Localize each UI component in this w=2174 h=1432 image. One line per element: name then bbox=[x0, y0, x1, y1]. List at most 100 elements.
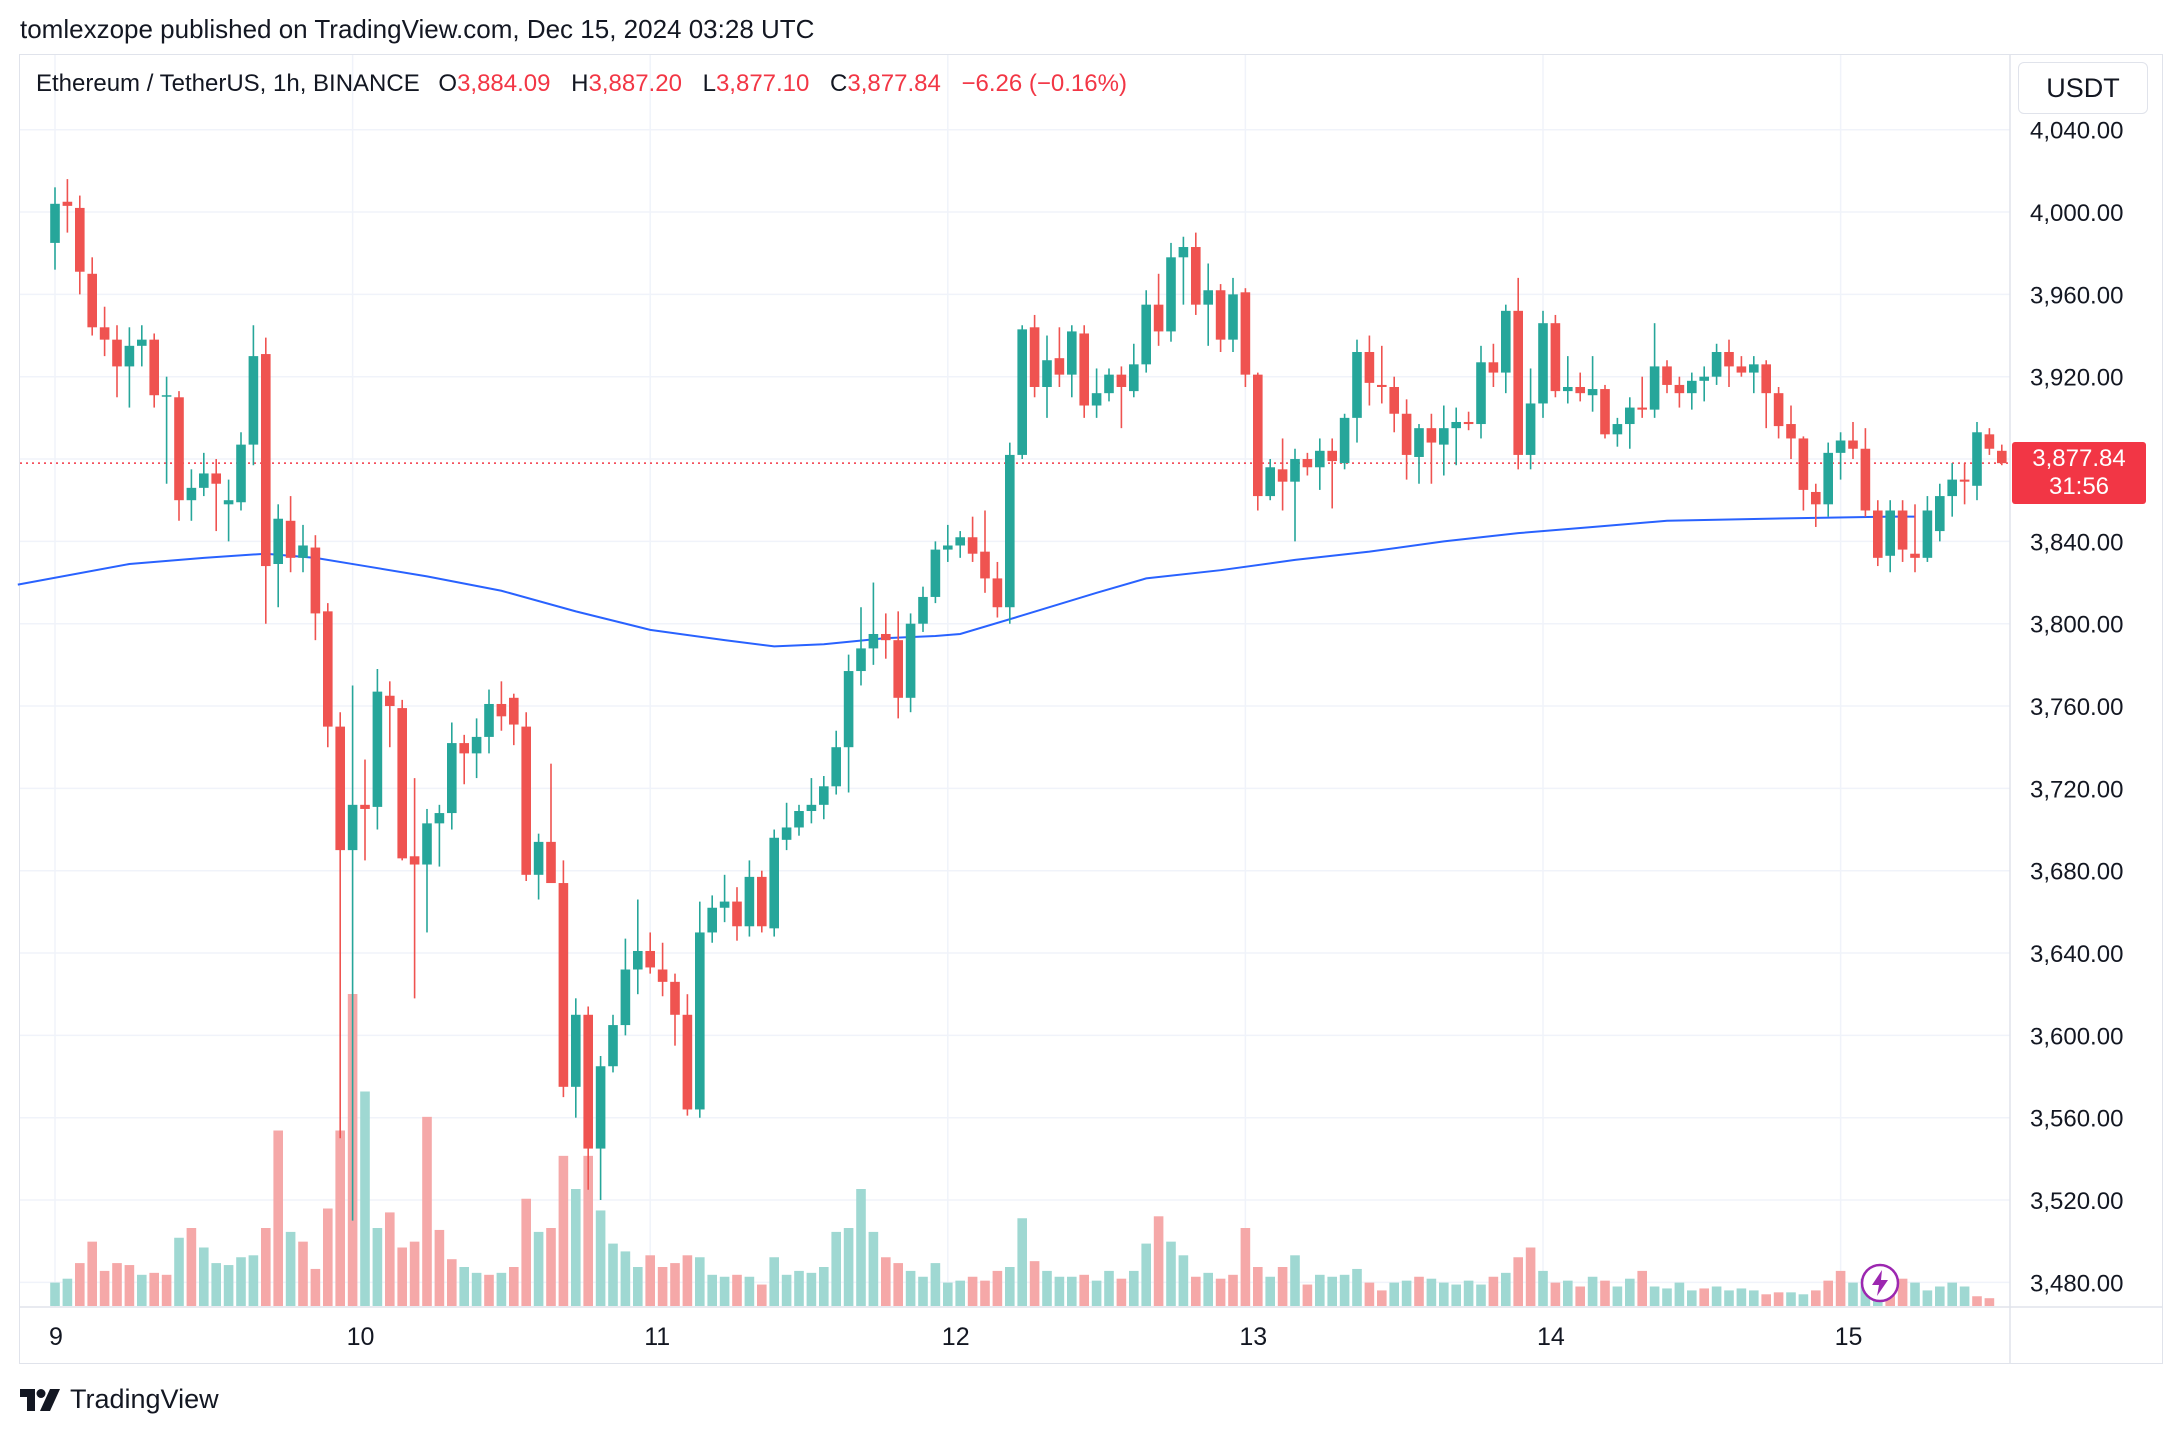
candle-body bbox=[1612, 424, 1623, 435]
candle-body bbox=[1166, 257, 1176, 332]
candle-body bbox=[571, 1014, 581, 1087]
volume-bar bbox=[385, 1212, 395, 1306]
candle-body bbox=[1749, 364, 1759, 373]
volume-bar bbox=[310, 1268, 321, 1306]
candle-body bbox=[1984, 434, 1995, 449]
time-axis[interactable]: 9 10 11 12 13 14 15 bbox=[49, 1323, 1862, 1351]
volume-bar bbox=[608, 1243, 618, 1306]
high-value: 3,887.20 bbox=[588, 70, 682, 97]
volume-bar bbox=[1377, 1290, 1387, 1306]
candle-body bbox=[558, 883, 569, 1087]
candle-body bbox=[856, 648, 866, 672]
volume-bar bbox=[943, 1282, 953, 1306]
candle-body bbox=[1674, 384, 1685, 394]
candle-body bbox=[1563, 386, 1573, 392]
volume-bar bbox=[1662, 1288, 1672, 1306]
volume-bar bbox=[1984, 1298, 1995, 1306]
candle-body bbox=[149, 339, 159, 396]
candle-body bbox=[1699, 376, 1709, 381]
close-label: C bbox=[830, 70, 848, 97]
candle-body bbox=[298, 545, 308, 558]
volume-bar bbox=[1897, 1278, 1908, 1306]
currency-button[interactable]: USDT bbox=[2018, 62, 2148, 114]
price-tick-label: 4,000.00 bbox=[2030, 200, 2123, 227]
volume-bar bbox=[1029, 1261, 1040, 1306]
volume-bar bbox=[794, 1270, 804, 1306]
volume-bar bbox=[1265, 1276, 1275, 1306]
candle-body bbox=[1848, 440, 1858, 449]
volume-bar bbox=[1575, 1286, 1585, 1306]
candle-body bbox=[1339, 417, 1350, 464]
volume-bar bbox=[298, 1241, 308, 1306]
candle-body bbox=[1451, 421, 1461, 429]
candle-body bbox=[1389, 386, 1399, 414]
volume-bar bbox=[533, 1231, 544, 1306]
candle-body bbox=[1029, 327, 1040, 387]
candle-body bbox=[1873, 510, 1883, 558]
candle-body bbox=[1265, 467, 1275, 497]
tradingview-brand[interactable]: TradingView bbox=[70, 1384, 219, 1414]
volume-bar bbox=[1352, 1268, 1362, 1306]
volume-bar bbox=[199, 1247, 209, 1306]
volume-bar bbox=[1563, 1280, 1573, 1306]
volume-bar bbox=[496, 1272, 507, 1306]
volume-bar bbox=[1749, 1290, 1759, 1306]
volume-bar bbox=[1401, 1280, 1412, 1306]
candle-body bbox=[1290, 459, 1300, 482]
candle-body bbox=[757, 876, 767, 927]
symbol-label[interactable]: Ethereum / TetherUS, 1h, BINANCE bbox=[36, 70, 420, 97]
candle-body bbox=[1352, 352, 1362, 418]
candle-body bbox=[1773, 393, 1784, 427]
volume-bar bbox=[248, 1255, 259, 1306]
candle-body bbox=[682, 1014, 693, 1110]
last-price-tag: 3,877.84 31:56 bbox=[2012, 442, 2146, 504]
volume-bar bbox=[1315, 1274, 1325, 1306]
volume-bar bbox=[186, 1228, 197, 1306]
candle-body bbox=[496, 703, 507, 717]
candle-body bbox=[1897, 510, 1908, 550]
volume-bar bbox=[1761, 1294, 1771, 1306]
candle-body bbox=[1104, 374, 1114, 394]
volume-bar bbox=[1513, 1257, 1523, 1306]
price-tick-label: 3,960.00 bbox=[2030, 282, 2123, 309]
volume-bar bbox=[645, 1255, 655, 1306]
volume-bar bbox=[806, 1272, 817, 1306]
volume-bar bbox=[1538, 1270, 1548, 1306]
volume-bar bbox=[856, 1189, 866, 1306]
volume-bar bbox=[1649, 1286, 1660, 1306]
volume-bar bbox=[1277, 1267, 1288, 1306]
candle-body bbox=[955, 537, 965, 546]
tradingview-logo-icon[interactable] bbox=[20, 1388, 60, 1411]
volume-bar bbox=[1290, 1255, 1300, 1306]
volume-bar bbox=[1600, 1280, 1610, 1306]
candle-body bbox=[1922, 510, 1933, 558]
candle-body bbox=[1711, 352, 1722, 377]
volume-bar bbox=[50, 1282, 60, 1306]
candle-body bbox=[1191, 247, 1201, 305]
candle-body bbox=[657, 969, 668, 982]
chart-frame bbox=[19, 54, 2163, 1364]
volume-bar bbox=[719, 1276, 730, 1306]
volume-bar bbox=[471, 1272, 482, 1306]
volume-bar bbox=[1922, 1290, 1933, 1306]
volume-bar bbox=[1736, 1288, 1747, 1306]
volume-bar bbox=[1848, 1282, 1858, 1306]
volume-bar bbox=[1476, 1284, 1486, 1306]
candle-body bbox=[1575, 386, 1585, 394]
volume-bar bbox=[409, 1241, 420, 1306]
candle-body bbox=[1501, 310, 1511, 373]
volume-bar bbox=[1253, 1267, 1263, 1306]
publish-info: tomlexzope published on TradingView.com,… bbox=[20, 14, 815, 44]
volume-bar bbox=[1959, 1286, 1970, 1306]
candle-body bbox=[595, 1066, 606, 1149]
lightning-icon[interactable] bbox=[1860, 1263, 1900, 1303]
volume-bar bbox=[223, 1265, 234, 1306]
volume-bar bbox=[1798, 1294, 1809, 1306]
candle-body bbox=[992, 578, 1003, 608]
candle-body bbox=[471, 736, 482, 754]
price-axis[interactable]: 4,040.004,000.003,960.003,920.003,880.00… bbox=[2030, 118, 2123, 1298]
candle-body bbox=[794, 811, 804, 828]
candle-body bbox=[843, 671, 854, 748]
volume-bar bbox=[1339, 1274, 1350, 1306]
